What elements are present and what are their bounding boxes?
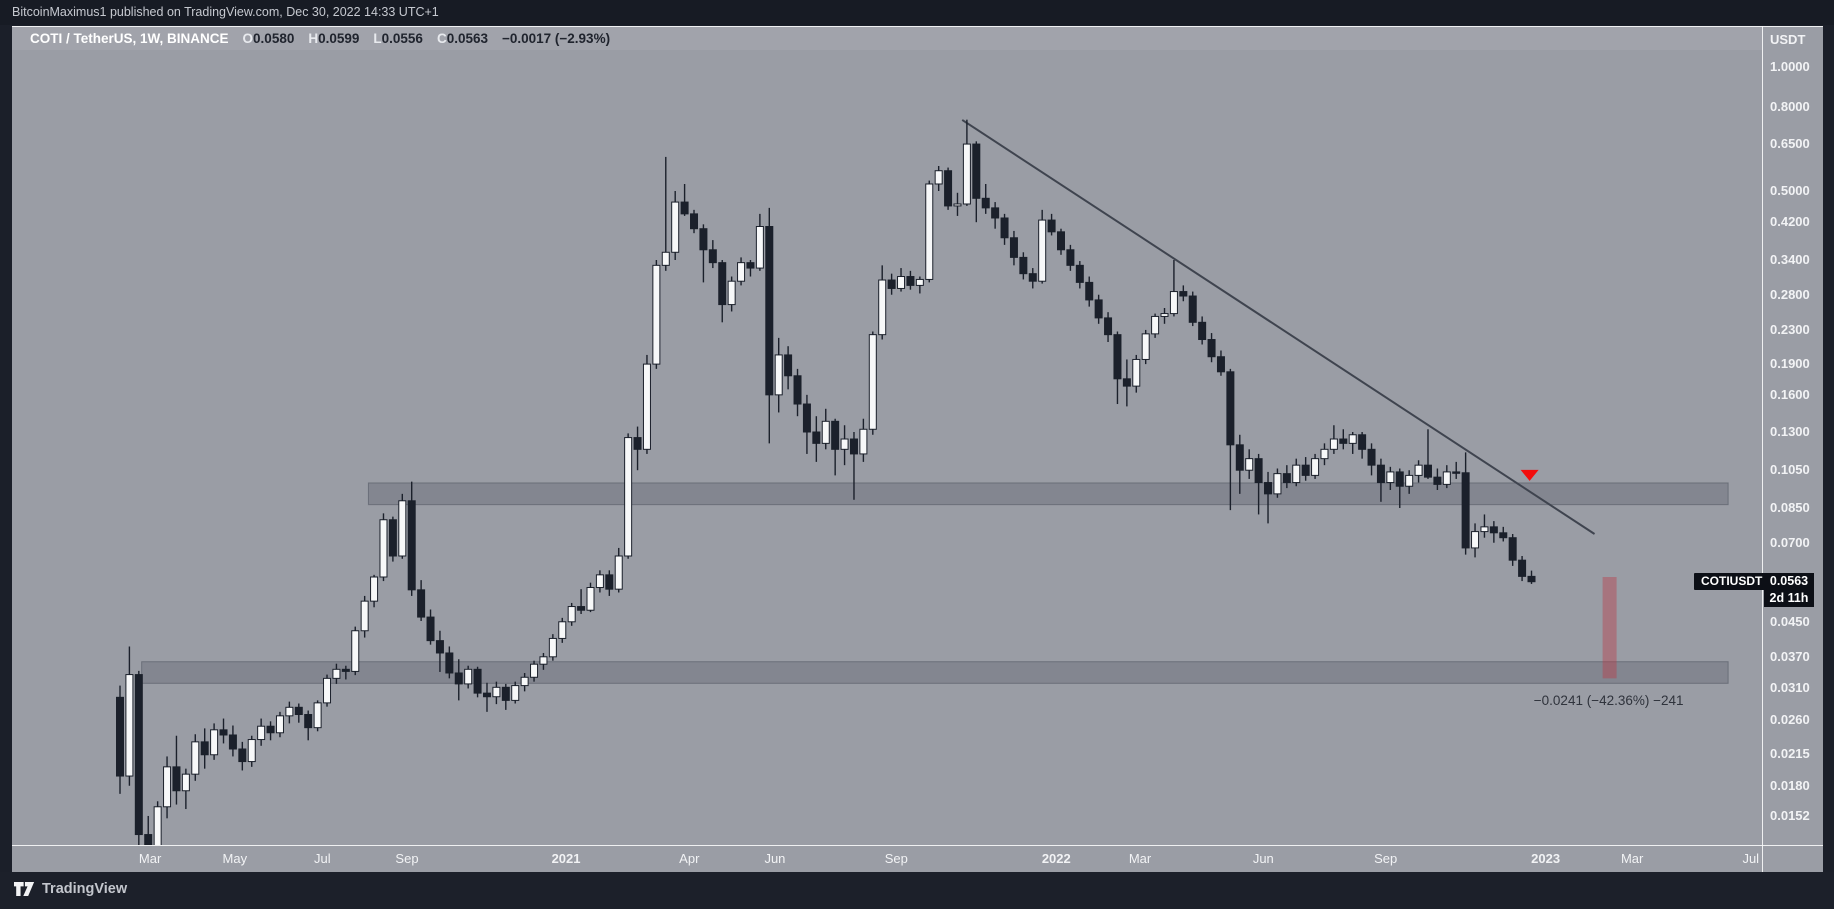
ohlc-low: L0.0556 (373, 31, 423, 46)
open-label: O (242, 31, 254, 46)
price-axis-border (1762, 26, 1763, 872)
price-tick: 0.1050 (1770, 462, 1810, 478)
projection-label: −0.0241 (−42.36%) −241 (1534, 693, 1684, 708)
footer-bar: TradingView (0, 872, 1834, 909)
trendline[interactable] (961, 119, 1596, 535)
time-tick-mar: Mar (1128, 851, 1152, 866)
time-tick-sep: Sep (884, 851, 908, 866)
time-tick-jun: Jun (764, 851, 786, 866)
current-price-box: 0.0563 2d 11h (1764, 572, 1814, 607)
tradingview-logo-icon (14, 882, 35, 896)
price-tick: 0.0370 (1770, 648, 1810, 664)
support-zone[interactable] (141, 661, 1729, 684)
open-value: 0.0580 (253, 31, 295, 46)
measured-move-bar[interactable] (1602, 577, 1617, 679)
price-tick: 1.0000 (1770, 59, 1810, 74)
low-value: 0.0556 (381, 31, 423, 46)
candlestick-series[interactable] (116, 119, 1536, 877)
price-axis[interactable]: USDT 1.0000 0.8000 0.6500 0.5000 0.4200 0.340… (1763, 26, 1823, 872)
change-value: −0.0017 (−2.93%) (501, 31, 611, 46)
price-zones[interactable] (141, 482, 1729, 684)
time-tick-sep: Sep (395, 851, 419, 866)
descending-trendline[interactable] (961, 119, 1596, 535)
chart-surface (12, 26, 1823, 872)
tradingview-brand-link[interactable]: TradingView (14, 881, 127, 897)
low-label: L (373, 31, 382, 46)
price-tick: 0.0310 (1770, 680, 1810, 696)
price-tick: 0.0700 (1770, 534, 1810, 550)
time-tick-sep: Sep (1374, 851, 1398, 866)
publish-info-bar: BitcoinMaximus1 published on TradingView… (0, 0, 1834, 25)
sell-arrow-marker[interactable] (1520, 469, 1539, 481)
price-tick: 0.0260 (1770, 711, 1810, 727)
time-tick-2022: 2022 (1041, 851, 1071, 866)
price-tick: 0.0450 (1770, 613, 1810, 629)
price-tick: 0.6500 (1770, 136, 1810, 152)
ohlc-open: O0.0580 (243, 31, 295, 46)
price-tick: 0.0215 (1770, 745, 1810, 761)
time-tick-2023: 2023 (1531, 851, 1561, 866)
high-value: 0.0599 (318, 31, 360, 46)
time-tick-jul: Jul (1742, 851, 1760, 866)
close-value: 0.0563 (446, 31, 488, 46)
price-tick: 0.8000 (1770, 98, 1810, 114)
price-tick: 0.3400 (1770, 251, 1810, 267)
symbol-info-bar: COTI / TetherUS, 1W, BINANCE O0.0580 H0.… (30, 27, 610, 50)
time-tick-mar: Mar (138, 851, 162, 866)
price-tick: 0.2800 (1770, 286, 1810, 302)
price-tick: 0.1600 (1770, 386, 1810, 402)
price-tick: 0.0180 (1770, 777, 1810, 793)
close-label: C (436, 31, 447, 46)
symbol-price-tag: COTIUSDT (1694, 573, 1767, 591)
price-axis-currency: USDT (1770, 32, 1806, 47)
projection-bar[interactable] (1602, 577, 1617, 679)
price-tick: 0.0152 (1770, 807, 1810, 823)
price-tick: 0.0850 (1770, 500, 1810, 515)
time-tick-apr: Apr (679, 851, 700, 866)
price-tick: 0.1900 (1770, 356, 1810, 372)
price-tick: 0.4200 (1770, 214, 1810, 230)
ohlc-close: C0.0563 (437, 31, 488, 46)
pane-bottom-border (12, 845, 1823, 846)
time-tick-jun: Jun (1252, 851, 1274, 866)
price-tick: 0.2300 (1770, 321, 1810, 337)
symbol-strip-background (12, 26, 1762, 50)
pane-top-border (12, 26, 1823, 27)
current-price-value: 0.0563 (1769, 573, 1809, 588)
high-label: H (308, 31, 319, 46)
time-tick-mar: Mar (1620, 851, 1644, 866)
price-tick: 0.1300 (1770, 423, 1810, 439)
bar-countdown: 2d 11h (1769, 590, 1809, 605)
publish-info-text: BitcoinMaximus1 published on TradingView… (12, 5, 439, 19)
resistance-zone[interactable] (367, 482, 1729, 506)
arrow-down-icon[interactable] (1520, 469, 1539, 481)
symbol-title[interactable]: COTI / TetherUS, 1W, BINANCE (30, 31, 229, 46)
time-tick-jul: Jul (314, 851, 331, 866)
ohlc-high: H0.0599 (308, 31, 359, 46)
tradingview-brand-text: TradingView (42, 881, 128, 897)
time-axis[interactable]: Mar May Jul Sep 2021 Apr Jun Sep 2022 Mar Jun Sep 20… (12, 846, 1823, 872)
price-tick: 0.5000 (1770, 183, 1810, 198)
time-tick-may: May (222, 851, 248, 866)
time-tick-2021: 2021 (551, 851, 581, 866)
